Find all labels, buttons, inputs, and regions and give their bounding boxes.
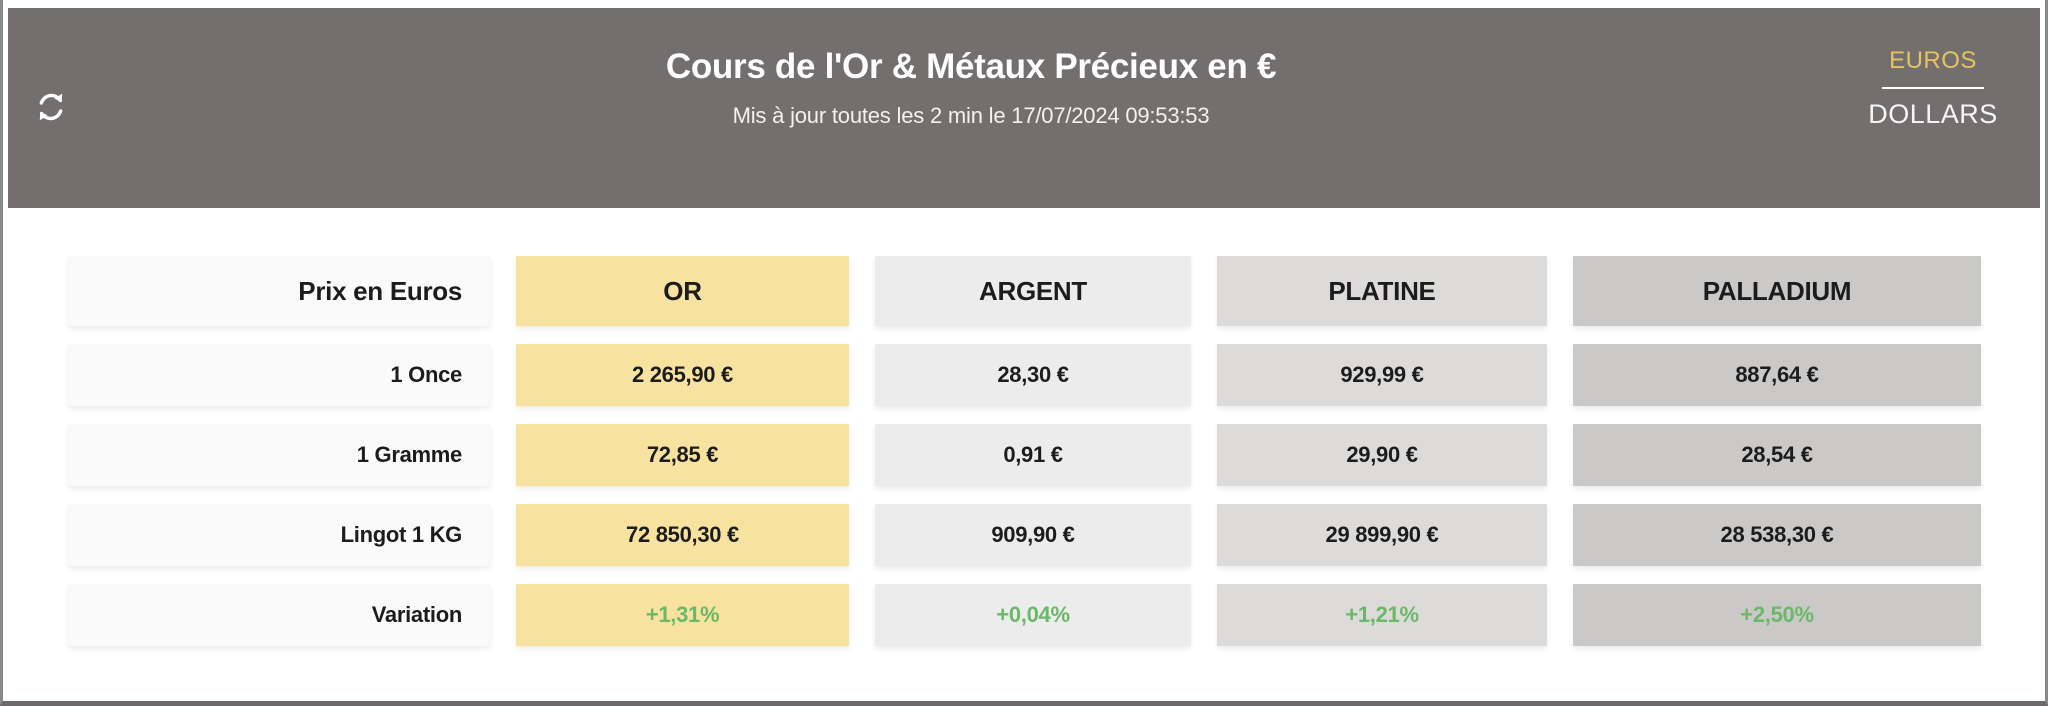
price-table: Prix en Euros OR ARGENT PLATINE PALLADIU… <box>68 256 1981 646</box>
value-or-once: 2 265,90 € <box>516 344 849 406</box>
value-or-lingot: 72 850,30 € <box>516 504 849 566</box>
refresh-button[interactable] <box>28 85 74 131</box>
value-or-gramme: 72,85 € <box>516 424 849 486</box>
column-header-palladium: PALLADIUM <box>1573 256 1981 326</box>
currency-divider <box>1882 86 1984 89</box>
column-header-or: OR <box>516 256 849 326</box>
currency-toggle: EUROS DOLLARS <box>1868 47 1998 170</box>
column-header-argent: ARGENT <box>875 256 1191 326</box>
value-palladium-gramme: 28,54 € <box>1573 424 1981 486</box>
column-header-platine: PLATINE <box>1217 256 1547 326</box>
variation-platine: +1,21% <box>1217 584 1547 646</box>
row-label-lingot: Lingot 1 KG <box>68 504 490 566</box>
variation-palladium: +2,50% <box>1573 584 1981 646</box>
value-palladium-once: 887,64 € <box>1573 344 1981 406</box>
table-corner-label: Prix en Euros <box>68 256 490 326</box>
row-label-variation: Variation <box>68 584 490 646</box>
value-platine-lingot: 29 899,90 € <box>1217 504 1547 566</box>
variation-or: +1,31% <box>516 584 849 646</box>
row-label-once: 1 Once <box>68 344 490 406</box>
header-bar: Cours de l'Or & Métaux Précieux en € Mis… <box>8 8 2040 208</box>
value-palladium-lingot: 28 538,30 € <box>1573 504 1981 566</box>
value-argent-lingot: 909,90 € <box>875 504 1191 566</box>
refresh-icon <box>34 90 68 127</box>
value-argent-once: 28,30 € <box>875 344 1191 406</box>
last-updated-text: Mis à jour toutes les 2 min le 17/07/202… <box>732 103 1210 128</box>
page-title: Cours de l'Or & Métaux Précieux en € <box>665 47 1277 86</box>
currency-option-dollars[interactable]: DOLLARS <box>1868 98 1998 129</box>
value-platine-gramme: 29,90 € <box>1217 424 1547 486</box>
row-label-gramme: 1 Gramme <box>68 424 490 486</box>
value-platine-once: 929,99 € <box>1217 344 1547 406</box>
header-titles: Cours de l'Or & Métaux Précieux en € Mis… <box>74 47 1868 169</box>
value-argent-gramme: 0,91 € <box>875 424 1191 486</box>
variation-argent: +0,04% <box>875 584 1191 646</box>
currency-option-euros[interactable]: EUROS <box>1889 46 1977 74</box>
